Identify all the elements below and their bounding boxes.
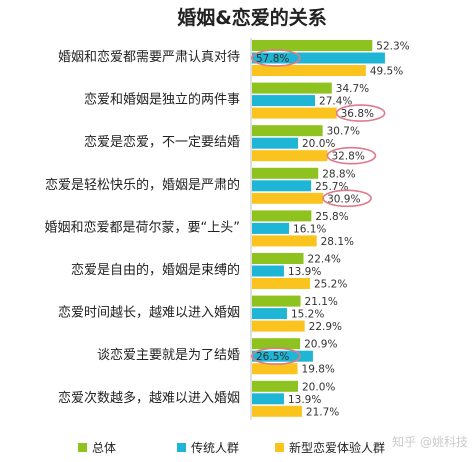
bar bbox=[252, 167, 319, 179]
highlight-oval bbox=[326, 146, 377, 165]
value-label: 30.9% bbox=[327, 193, 360, 205]
bar bbox=[252, 253, 304, 264]
value-label: 28.1% bbox=[321, 236, 354, 248]
chart-title: 婚姻&恋爱的关系 bbox=[177, 6, 327, 29]
bar bbox=[252, 363, 298, 375]
value-label: 27.4% bbox=[319, 96, 352, 108]
legend-swatch bbox=[177, 443, 186, 452]
value-label: 49.5% bbox=[370, 66, 403, 78]
value-label: 28.8% bbox=[322, 168, 355, 180]
bar bbox=[252, 95, 316, 107]
value-label: 22.4% bbox=[308, 254, 341, 266]
value-label: 20.0% bbox=[302, 381, 335, 393]
bar bbox=[252, 125, 323, 137]
value-label: 21.1% bbox=[305, 296, 338, 308]
value-label: 26.5% bbox=[256, 351, 289, 363]
value-label: 25.8% bbox=[315, 211, 348, 223]
value-label: 20.9% bbox=[304, 339, 337, 351]
category-label: 婚姻和恋爱都需要严肃认真对待 bbox=[58, 49, 240, 65]
bar bbox=[252, 235, 317, 247]
highlight-oval bbox=[251, 347, 301, 366]
bar bbox=[252, 150, 328, 162]
category-label: 恋爱是轻松快乐的，婚姻是严肃的 bbox=[45, 177, 240, 193]
bar bbox=[252, 65, 366, 76]
legend-swatch bbox=[275, 443, 284, 452]
category-label: 恋爱次数越多，越难以进入婚姻 bbox=[58, 390, 240, 406]
value-labels: 52.3%57.8%49.5%34.7%27.4%36.8%30.7%20.0%… bbox=[256, 41, 410, 419]
value-label: 15.2% bbox=[291, 309, 324, 321]
value-label: 13.9% bbox=[288, 266, 321, 278]
bar bbox=[252, 40, 373, 51]
value-label: 16.1% bbox=[293, 223, 326, 235]
legend-label: 新型恋爱体验人群 bbox=[289, 440, 385, 455]
bar bbox=[252, 338, 301, 350]
bar bbox=[252, 210, 312, 222]
category-label: 恋爱时间越长，越难以进入婚姻 bbox=[58, 305, 240, 321]
watermark: 知乎 @姚科技 bbox=[392, 435, 468, 449]
highlight-ovals bbox=[251, 49, 386, 366]
category-label: 恋爱是恋爱，不一定要结婚 bbox=[84, 134, 240, 150]
bar bbox=[252, 278, 310, 289]
value-label: 52.3% bbox=[376, 41, 409, 53]
value-label: 57.8% bbox=[256, 53, 289, 65]
value-label: 21.7% bbox=[306, 406, 339, 418]
bar bbox=[252, 308, 287, 320]
bars bbox=[252, 40, 385, 417]
bar bbox=[252, 405, 302, 417]
value-label: 20.0% bbox=[302, 138, 335, 150]
bar bbox=[252, 180, 312, 192]
legend-swatch bbox=[78, 443, 87, 452]
value-label: 30.7% bbox=[327, 126, 360, 138]
bar bbox=[252, 350, 313, 362]
highlight-oval bbox=[335, 104, 386, 122]
bar bbox=[252, 222, 290, 234]
value-label: 13.9% bbox=[288, 394, 321, 406]
category-label: 恋爱和婚姻是独立的两件事 bbox=[84, 92, 240, 108]
highlight-oval bbox=[322, 189, 372, 208]
bar bbox=[252, 52, 385, 64]
value-label: 25.7% bbox=[315, 181, 348, 193]
category-label: 谈恋爱主要就是为了结婚 bbox=[97, 347, 240, 363]
value-label: 32.8% bbox=[331, 151, 364, 163]
highlight-oval bbox=[251, 49, 301, 67]
value-label: 25.2% bbox=[314, 279, 347, 291]
value-label: 19.8% bbox=[302, 364, 335, 376]
legend: 总体 传统人群 新型恋爱体验人群 bbox=[78, 440, 385, 455]
bar bbox=[252, 295, 301, 307]
bar bbox=[252, 82, 332, 94]
legend-label: 总体 bbox=[92, 441, 116, 455]
bar bbox=[252, 107, 337, 119]
bar bbox=[252, 265, 284, 277]
value-label: 22.9% bbox=[309, 321, 342, 333]
category-label: 恋爱是自由的，婚姻是束缚的 bbox=[71, 262, 240, 278]
legend-label: 传统人群 bbox=[191, 440, 239, 455]
bar bbox=[252, 320, 305, 332]
bar bbox=[252, 380, 298, 392]
category-labels: 婚姻和恋爱都需要严肃认真对待恋爱和婚姻是独立的两件事恋爱是恋爱，不一定要结婚恋爱… bbox=[45, 49, 240, 406]
bar bbox=[252, 192, 324, 204]
value-label: 34.7% bbox=[336, 83, 369, 95]
bar bbox=[252, 393, 284, 405]
category-label: 婚姻和恋爱都是荷尔蒙，要“上头” bbox=[45, 219, 240, 235]
value-label: 36.8% bbox=[341, 108, 374, 120]
bar bbox=[252, 137, 298, 149]
